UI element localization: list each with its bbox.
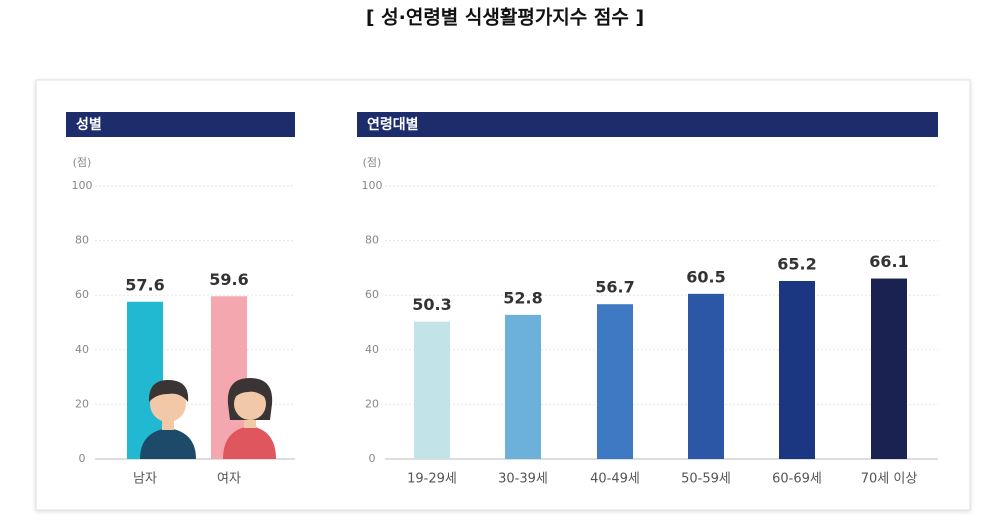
y-tick-label: 60	[365, 288, 379, 301]
y-tick-label: 20	[365, 397, 379, 410]
bar	[871, 278, 907, 459]
page-title: [ 성·연령별 식생활평가지수 점수 ]	[366, 7, 644, 29]
value-label: 60.5	[686, 267, 725, 286]
value-label: 52.8	[503, 288, 542, 307]
bar	[688, 293, 724, 459]
charts: 성별 (점) 0 20 40 60 80 100 57.6 남자 59.6 여자 연령대별 (점) 0 20 4…	[66, 112, 938, 487]
bar	[597, 304, 633, 459]
person-icons	[140, 378, 276, 459]
value-label: 65.2	[777, 255, 816, 274]
panel-header	[66, 112, 295, 137]
value-label: 50.3	[412, 295, 451, 314]
x-tick-label: 30-39세	[498, 472, 548, 487]
panel-title: 연령대별	[367, 116, 419, 133]
bar	[505, 314, 541, 459]
y-tick-label: 60	[75, 288, 89, 301]
bar	[779, 281, 815, 459]
y-tick-label: 80	[75, 234, 89, 247]
male-icon	[140, 380, 196, 459]
x-tick-label: 19-29세	[407, 472, 457, 487]
y-tick-label: 40	[75, 343, 89, 356]
y-unit: (점)	[73, 156, 92, 169]
value-label: 66.1	[869, 252, 908, 271]
value-label: 56.7	[595, 278, 634, 297]
y-tick-label: 0	[79, 452, 86, 465]
value-label: 57.6	[125, 275, 164, 294]
y-tick-label: 40	[365, 343, 379, 356]
y-tick-label: 20	[75, 397, 89, 410]
y-tick-label: 100	[362, 179, 383, 192]
x-tick-label: 40-49세	[590, 472, 640, 487]
y-unit: (점)	[363, 156, 382, 169]
y-tick-label: 80	[365, 234, 379, 247]
value-label: 59.6	[209, 270, 248, 289]
y-tick-label: 100	[72, 179, 93, 192]
x-tick-label: 60-69세	[772, 472, 822, 487]
panel-header	[357, 112, 938, 137]
female-icon	[223, 378, 276, 459]
x-tick-label: 50-59세	[681, 472, 731, 487]
bar	[414, 321, 450, 459]
x-tick-label: 남자	[133, 472, 157, 487]
panel-title: 성별	[76, 116, 102, 133]
x-tick-label: 70세 이상	[861, 472, 918, 487]
x-tick-label: 여자	[217, 472, 241, 487]
y-tick-label: 0	[369, 452, 376, 465]
